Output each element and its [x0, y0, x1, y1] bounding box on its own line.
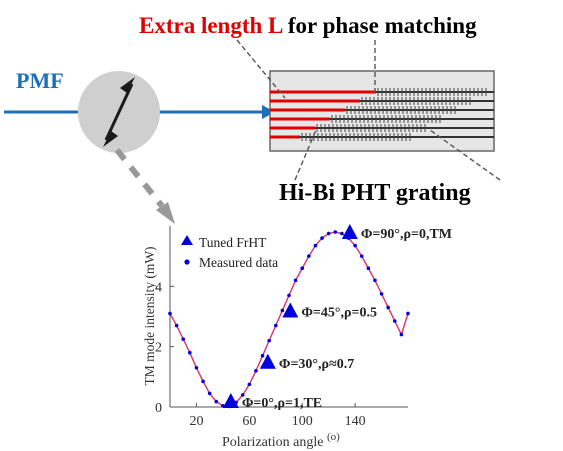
- measured-point: [240, 393, 245, 397]
- tuned-point-marker: [341, 224, 358, 240]
- measured-point: [194, 365, 199, 370]
- measured-point: [267, 338, 271, 343]
- tuned-point-marker: [259, 353, 276, 369]
- measured-point: [260, 353, 265, 358]
- measured-point: [273, 323, 278, 328]
- pmf-label: PMF: [16, 68, 64, 93]
- chart-x-label: Polarization angle (o): [222, 431, 340, 450]
- y-tick-label: 2: [155, 341, 162, 356]
- measured-point: [399, 332, 404, 337]
- dashed-arrow-head-icon: [156, 202, 175, 224]
- measured-point: [320, 236, 324, 240]
- measured-point: [174, 323, 179, 328]
- measured-point: [168, 311, 172, 316]
- y-tick-label: 4: [155, 280, 162, 295]
- measured-point: [373, 278, 377, 283]
- chart-measured-points: [168, 230, 410, 409]
- grating-fibers: [270, 88, 494, 141]
- y-tick-label: 0: [155, 401, 162, 416]
- x-tick-label: 100: [292, 414, 313, 429]
- measured-point: [247, 382, 252, 387]
- x-tick-label: 20: [189, 414, 203, 429]
- legend-triangle-icon: [181, 235, 193, 245]
- legend-dot-icon: [184, 259, 190, 265]
- measured-point: [280, 308, 285, 313]
- measured-point: [181, 337, 186, 341]
- dashed-arrow-line: [114, 148, 165, 208]
- measured-point: [392, 319, 397, 323]
- chart-legend: Tuned FrHT Measured data: [181, 235, 278, 270]
- measured-point: [254, 369, 258, 373]
- leader-line-grating-right: [429, 129, 501, 181]
- measured-point: [313, 243, 318, 248]
- measured-point: [307, 254, 311, 258]
- measured-point: [379, 292, 384, 296]
- measured-point: [326, 231, 331, 236]
- polarization-arrowhead-bottom-icon: [103, 131, 118, 147]
- measured-point: [333, 230, 338, 234]
- leader-line-grating-left: [294, 129, 317, 181]
- tuned-point-label: Φ=45°,ρ=0.5: [301, 305, 377, 320]
- polarization-arrowhead-top-icon: [120, 77, 135, 93]
- header-title: Extra length L for phase matching: [139, 13, 477, 38]
- chart-ticks: 20 60 100 140 0 2 4: [155, 280, 366, 429]
- legend-entry-measured: Measured data: [199, 255, 278, 270]
- measured-point: [201, 379, 205, 384]
- tuned-point-label: Φ=0°,ρ=1,TE: [242, 396, 322, 411]
- measured-point: [359, 254, 364, 258]
- measured-point: [300, 266, 305, 271]
- tuned-point-label: Φ=90°,ρ=0,TM: [361, 227, 452, 242]
- measured-point: [207, 391, 212, 396]
- measured-point: [386, 305, 390, 310]
- measured-point: [366, 266, 371, 271]
- tuned-point-label: Φ=30°,ρ≈0.7: [279, 357, 354, 372]
- measured-point: [293, 278, 298, 283]
- polarization-double-arrow-icon: [104, 83, 134, 141]
- chart-tuned-points: Φ=0°,ρ=1,TE Φ=30°,ρ≈0.7 Φ=45°,ρ=0.5 Φ=90°,ρ…: [222, 224, 452, 411]
- chart-x-label-text: Polarization angle: [222, 435, 323, 450]
- measured-point: [353, 243, 357, 248]
- x-tick-label: 60: [242, 414, 256, 429]
- measured-point: [340, 231, 344, 236]
- tuned-point-marker: [222, 392, 239, 408]
- leader-line-red-left: [236, 39, 286, 99]
- header-red-text: Extra length L: [139, 13, 283, 38]
- measured-point: [214, 399, 219, 404]
- grating-label: Hi-Bi PHT grating: [279, 180, 471, 206]
- legend-entry-tuned: Tuned FrHT: [199, 235, 267, 250]
- measured-point: [188, 350, 192, 355]
- header-black-text: for phase matching: [282, 13, 477, 38]
- fiber-arrowhead: [262, 105, 275, 119]
- measured-point: [406, 311, 410, 316]
- x-tick-label: 140: [345, 414, 366, 429]
- tuned-point-marker: [282, 302, 299, 318]
- measured-point: [287, 293, 291, 298]
- chart: 20 60 100 140 0 2 4 Φ=0°,ρ=1,TE Φ=30°,ρ≈0.7 Φ=45…: [142, 224, 452, 450]
- chart-x-label-unit: (o): [327, 431, 340, 443]
- chart-y-label: TM mode intensity (mW): [142, 246, 157, 385]
